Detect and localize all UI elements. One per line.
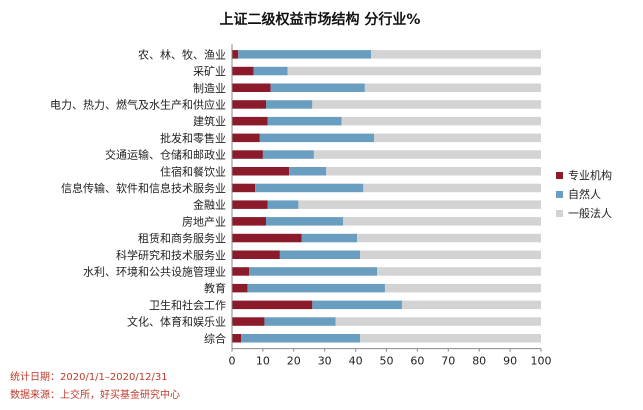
category-label: 交通运输、仓储和邮政业 xyxy=(105,148,226,162)
bar-segment-3 xyxy=(341,116,541,126)
bar-segment-1 xyxy=(232,50,239,59)
bars-group xyxy=(232,50,541,343)
bar-segment-3 xyxy=(287,66,541,76)
bar-segment-3 xyxy=(360,250,541,259)
x-axis: 0 10 20 30 40 50 60 70 80 90 100 xyxy=(229,44,552,368)
bar-segment-2 xyxy=(247,283,385,293)
category-label: 卫生和社会工作 xyxy=(149,298,226,312)
bar-segment-2 xyxy=(265,100,313,109)
bar-segment-1 xyxy=(232,250,280,259)
bar-segment-2 xyxy=(241,334,361,343)
bar-segment-3 xyxy=(377,267,541,276)
x-tick-label: 90 xyxy=(503,355,517,368)
bar-segment-1 xyxy=(232,83,271,92)
bar-segment-1 xyxy=(232,283,248,293)
category-label: 农、林、牧、渔业 xyxy=(138,47,226,61)
x-tick-label: 100 xyxy=(531,355,552,368)
bar-segment-3 xyxy=(312,100,541,109)
legend-swatch xyxy=(556,172,563,179)
bar-segment-2 xyxy=(248,267,378,276)
category-label: 制造业 xyxy=(193,81,226,95)
bar-segment-2 xyxy=(265,217,344,226)
bar-segment-1 xyxy=(232,233,302,243)
bar-segment-2 xyxy=(270,83,365,92)
source-note: 数据来源：上交所，好买基金研究中心 xyxy=(10,390,180,401)
x-tick-label: 70 xyxy=(441,355,455,368)
bar-segment-3 xyxy=(384,283,541,293)
x-tick-label: 80 xyxy=(472,355,486,368)
category-label: 房地产业 xyxy=(182,214,226,228)
category-label: 住宿和餐饮业 xyxy=(160,164,226,178)
bar-segment-2 xyxy=(301,233,358,243)
bar-segment-3 xyxy=(374,133,541,143)
category-label: 水利、环境和公共设施管理业 xyxy=(83,264,226,278)
legend-label: 专业机构 xyxy=(568,168,612,182)
bar-segment-3 xyxy=(343,217,541,226)
bar-segment-3 xyxy=(364,83,541,92)
bar-segment-1 xyxy=(232,116,268,126)
bar-segment-2 xyxy=(312,300,402,310)
x-tick-label: 50 xyxy=(380,355,394,368)
bar-segment-3 xyxy=(360,334,541,343)
x-tick-label: 10 xyxy=(256,355,270,368)
bar-segment-3 xyxy=(298,200,541,209)
bar-segment-1 xyxy=(232,267,249,276)
bar-segment-1 xyxy=(232,334,242,343)
x-tick-label: 30 xyxy=(318,355,332,368)
bar-segment-1 xyxy=(232,167,290,176)
category-labels: 农、林、牧、渔业采矿业制造业电力、热力、燃气及水生产和供应业建筑业批发和零售业交… xyxy=(50,47,226,345)
bar-segment-3 xyxy=(357,233,541,243)
bar-segment-3 xyxy=(401,300,541,310)
legend-swatch xyxy=(556,210,563,217)
bar-segment-3 xyxy=(335,317,541,326)
category-label: 教育 xyxy=(204,281,226,295)
bar-segment-3 xyxy=(363,183,541,193)
x-tick-label: 0 xyxy=(229,355,236,368)
bar-segment-3 xyxy=(313,150,541,159)
bar-segment-3 xyxy=(326,167,541,176)
bar-segment-2 xyxy=(289,167,327,176)
bar-segment-2 xyxy=(279,250,361,259)
bar-segment-2 xyxy=(267,116,342,126)
x-tick-label: 60 xyxy=(410,355,424,368)
bar-segment-2 xyxy=(259,133,375,143)
chart-title: 上证二级权益市场结构 分行业% xyxy=(220,11,421,28)
bar-segment-2 xyxy=(267,200,299,209)
category-label: 金融业 xyxy=(193,198,226,212)
bar-segment-1 xyxy=(232,150,263,159)
bar-segment-1 xyxy=(232,317,265,326)
bar-segment-1 xyxy=(232,200,268,209)
x-tick-label: 20 xyxy=(287,355,301,368)
bar-segment-3 xyxy=(371,50,541,59)
category-label: 文化、体育和娱乐业 xyxy=(127,315,226,329)
category-label: 科学研究和技术服务业 xyxy=(116,248,226,262)
bar-segment-2 xyxy=(255,183,364,193)
bar-segment-2 xyxy=(264,317,336,326)
category-label: 信息传输、软件和信息技术服务业 xyxy=(61,181,226,195)
legend-label: 一般法人 xyxy=(568,206,612,220)
bar-segment-2 xyxy=(262,150,314,159)
bar-segment-2 xyxy=(238,50,372,59)
bar-segment-1 xyxy=(232,66,254,76)
bar-segment-1 xyxy=(232,217,266,226)
category-label: 批发和零售业 xyxy=(160,131,226,145)
category-label: 建筑业 xyxy=(193,114,226,128)
x-tick-label: 40 xyxy=(349,355,363,368)
bar-segment-1 xyxy=(232,133,260,143)
category-label: 租赁和商务服务业 xyxy=(138,231,226,245)
legend-label: 自然人 xyxy=(568,187,601,201)
bar-segment-2 xyxy=(253,66,288,76)
legend-swatch xyxy=(556,191,563,198)
category-label: 综合 xyxy=(204,331,226,345)
bar-segment-1 xyxy=(232,183,256,193)
period-note: 统计日期：2020/1/1–2020/12/31 xyxy=(10,372,168,383)
bar-segment-1 xyxy=(232,100,266,109)
bar-segment-1 xyxy=(232,300,313,310)
category-label: 采矿业 xyxy=(193,65,226,78)
category-label: 电力、热力、燃气及水生产和供应业 xyxy=(50,97,226,111)
